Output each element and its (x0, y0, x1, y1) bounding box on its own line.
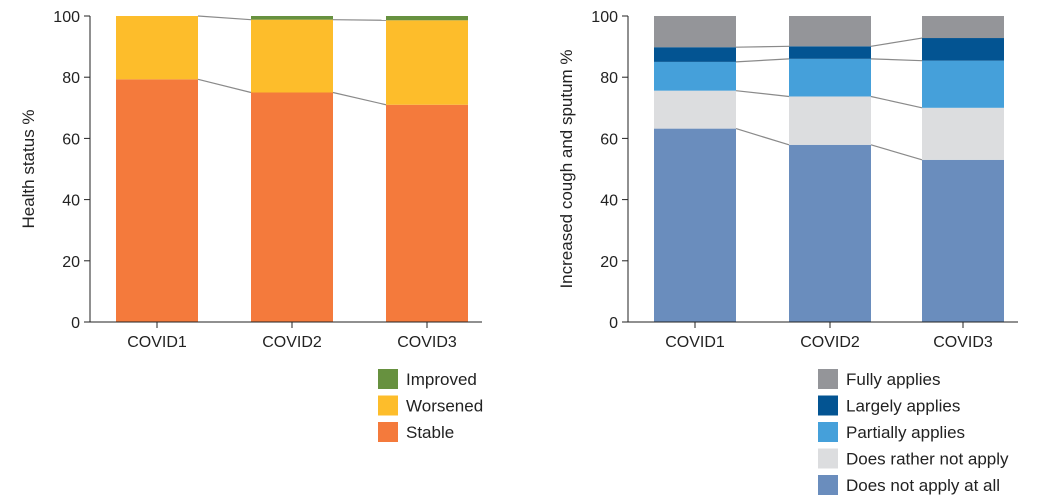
connector-line (197, 78, 252, 94)
y-tick-label: 100 (591, 9, 618, 26)
bar-covid2-largely-applies (789, 46, 871, 59)
y-tick-label: 80 (600, 70, 618, 87)
bar-covid2-worsened (251, 19, 333, 93)
y-tick-label: 0 (609, 315, 618, 332)
bar-covid3-fully-applies (922, 16, 1004, 39)
bar-covid3-improved (386, 16, 468, 21)
legend-label: Largely applies (846, 397, 960, 416)
x-tick-label: COVID3 (397, 334, 457, 351)
x-tick-label: COVID1 (127, 334, 187, 351)
bar-covid2-partially-applies (789, 58, 871, 97)
y-axis-label: Increased cough and sputum % (557, 49, 576, 288)
legend-swatch (378, 395, 398, 416)
bar-covid1-worsened (116, 16, 198, 80)
connector-line (332, 91, 387, 106)
y-tick-label: 60 (600, 131, 618, 148)
bar-covid1-does-not-apply-at-all (654, 128, 736, 322)
y-tick-label: 20 (62, 254, 80, 271)
legend: Improved Worsened Stable (378, 369, 483, 442)
bar-covid3-worsened (386, 20, 468, 105)
x-tick-label: COVID1 (665, 334, 725, 351)
bar-covid2-does-rather-not-apply (789, 96, 871, 145)
connector-line (870, 37, 923, 47)
connector-line (870, 58, 923, 62)
legend-swatch (818, 475, 838, 495)
bar-covid3-largely-applies (922, 38, 1004, 61)
legend-swatch (818, 369, 838, 389)
connector-line (332, 19, 387, 21)
legend-swatch (818, 395, 838, 416)
bar-covid3-partially-applies (922, 60, 1004, 108)
legend-swatch (378, 369, 398, 389)
x-tick-label: COVID3 (933, 334, 993, 351)
bar-covid2-does-not-apply-at-all (789, 144, 871, 322)
bar-covid3-does-not-apply-at-all (922, 159, 1004, 322)
legend-swatch (818, 422, 838, 442)
legend-label: Does rather not apply (846, 450, 1009, 469)
y-axis-label: Health status % (19, 109, 38, 228)
bar-covid2-fully-applies (789, 16, 871, 47)
bar-covid1-partially-applies (654, 61, 736, 91)
legend: Fully applies Largely applies Partially ap… (818, 369, 1009, 495)
bar-covid2-improved (251, 16, 333, 20)
connector-line (870, 144, 923, 161)
bar-covid1-does-rather-not-apply (654, 90, 736, 129)
y-tick-label: 100 (53, 9, 80, 26)
y-tick-label: 80 (62, 70, 80, 87)
legend-label: Worsened (406, 397, 483, 416)
bar-covid1-fully-applies (654, 16, 736, 48)
connector-line (735, 128, 790, 146)
bar-covid1-largely-applies (654, 47, 736, 62)
bar-covid1-stable (116, 79, 198, 322)
y-tick-label: 0 (71, 315, 80, 332)
connector-line (735, 45, 790, 48)
legend-label: Improved (406, 370, 477, 389)
y-tick-label: 40 (600, 193, 618, 210)
legend-label: Fully applies (846, 370, 941, 389)
connector-line (735, 58, 790, 63)
legend-swatch (378, 422, 398, 442)
bar-covid3-stable (386, 104, 468, 323)
connector-line (870, 95, 923, 109)
y-tick-label: 20 (600, 254, 618, 271)
chart-1: 0 20 40 60 80 100 COVID1 COVID2 COVID3 Health sta… (19, 9, 483, 442)
x-tick-label: COVID2 (800, 334, 860, 351)
bar-covid2-stable (251, 92, 333, 322)
x-tick-label: COVID2 (262, 334, 322, 351)
chart-2: 0 20 40 60 80 100 COVID1 COVID2 COVID3 Increased … (557, 9, 1018, 495)
legend-swatch (818, 448, 838, 469)
legend-label: Stable (406, 423, 454, 442)
y-tick-label: 60 (62, 131, 80, 148)
bar-covid3-does-rather-not-apply (922, 107, 1004, 160)
connector-line (197, 15, 252, 21)
y-tick-label: 40 (62, 193, 80, 210)
connector-line (735, 90, 790, 98)
legend-label: Partially applies (846, 423, 965, 442)
legend-label: Does not apply at all (846, 476, 1000, 495)
